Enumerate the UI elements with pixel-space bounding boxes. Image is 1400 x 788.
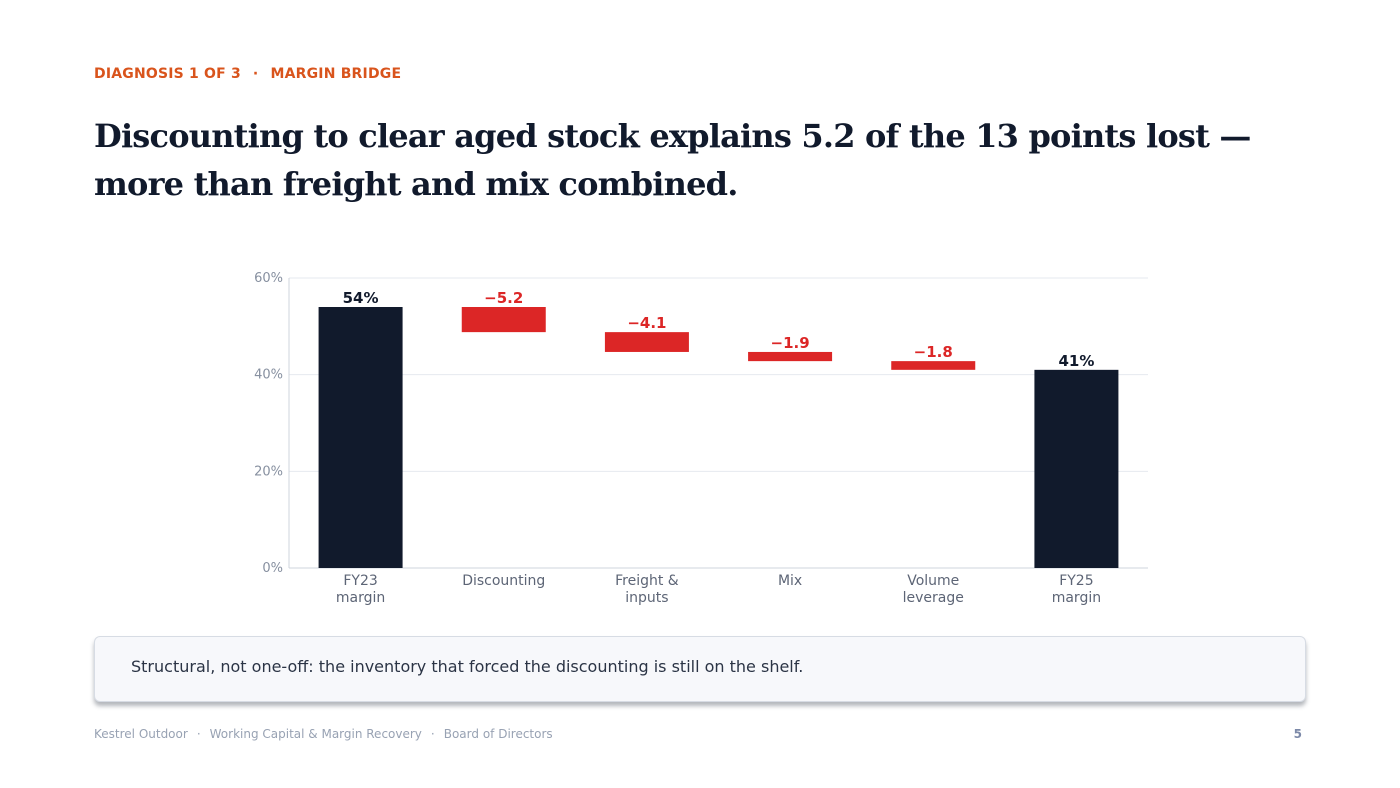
y-tick-label: 0% [262,561,283,576]
x-category-label: FY23 margin [336,573,385,606]
x-category-label-line: leverage [903,590,964,606]
x-category-label-line: margin [1052,590,1101,606]
x-category-label: Discounting [462,573,545,589]
slide-headline: Discounting to clear aged stock explains… [94,117,1251,203]
footer-separator: · [430,727,435,741]
x-category-label-line: Discounting [462,573,545,589]
y-tick-label: 20% [254,464,283,479]
page-number: 5 [1293,727,1302,741]
footer-deck-title: Working Capital & Margin Recovery [209,727,422,741]
delta-bar [748,351,833,362]
footer-audience: Board of Directors [443,727,553,741]
x-category-label-line: inputs [625,590,668,606]
bar-value-label: −5.2 [484,289,523,307]
delta-bar [461,307,546,333]
callout-text: Structural, not one-off: the inventory t… [131,657,804,676]
x-category-label-line: FY23 [343,573,377,589]
y-tick-label: 40% [254,368,283,383]
bar-value-label: −1.9 [771,334,810,352]
bar-value-label: 54% [343,289,379,307]
x-category-label: FY25 margin [1052,573,1101,606]
x-category-label-line: Volume [907,573,959,589]
footer-separator: · [196,727,201,741]
bar-value-label: −4.1 [627,314,666,332]
x-category-label-line: Mix [778,573,802,589]
delta-bar [891,361,976,370]
kicker-topic: MARGIN BRIDGE [270,66,402,82]
x-category-label-line: Freight & [615,573,679,589]
waterfall-chart: 0%20%40%60%54%FY23 margin−5.2Discounting−… [254,271,1148,606]
slide-kicker: DIAGNOSIS 1 OF 3 · MARGIN BRIDGE [94,66,401,82]
total-bar [318,307,403,568]
x-category-label-line: FY25 [1059,573,1093,589]
bar-value-label: 41% [1058,352,1094,370]
x-category-label: Mix [778,573,802,589]
total-bar [1034,369,1119,568]
x-category-label: Volume leverage [903,573,964,606]
delta-bar [604,332,689,352]
x-category-label: Freight & inputs [615,573,679,606]
footer-company: Kestrel Outdoor [94,727,188,741]
y-tick-label: 60% [254,271,283,286]
kicker-separator: · [252,66,259,82]
x-category-label-line: margin [336,590,385,606]
callout-box: Structural, not one-off: the inventory t… [94,636,1306,702]
kicker-section: DIAGNOSIS 1 OF 3 [94,66,241,82]
slide-footer: Kestrel Outdoor · Working Capital & Margin… [94,727,553,741]
bar-value-label: −1.8 [914,343,953,361]
